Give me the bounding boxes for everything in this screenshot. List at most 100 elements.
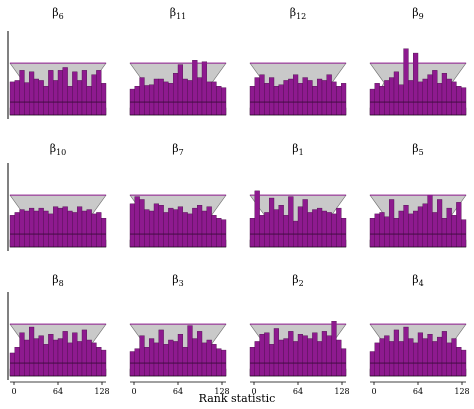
bar	[307, 212, 313, 248]
bar	[29, 326, 35, 377]
bar	[43, 85, 49, 116]
bar	[86, 339, 92, 377]
bar	[53, 80, 59, 116]
bar	[177, 334, 184, 377]
bar	[254, 77, 260, 116]
bar	[48, 213, 54, 248]
bar	[153, 203, 160, 248]
bar	[422, 78, 428, 116]
bar	[96, 347, 102, 377]
bar	[48, 334, 54, 377]
bar	[196, 331, 203, 377]
bar	[53, 206, 59, 248]
bar	[283, 80, 289, 116]
bar	[441, 73, 448, 116]
bar	[163, 344, 169, 377]
bar	[206, 339, 212, 377]
bar	[278, 205, 284, 248]
panel-title: β7	[172, 142, 183, 157]
bar	[158, 205, 164, 248]
bar	[417, 206, 424, 248]
bar	[177, 64, 184, 116]
bar	[100, 217, 107, 248]
bar	[134, 348, 140, 377]
bar	[249, 347, 256, 377]
bar	[182, 212, 188, 248]
bar	[312, 332, 318, 377]
bar	[417, 332, 424, 377]
x-tick-label: 0	[11, 387, 16, 396]
bar	[76, 80, 83, 116]
bar	[129, 351, 136, 377]
bar	[192, 60, 198, 116]
bar	[148, 210, 155, 248]
bar	[259, 74, 265, 116]
bar	[317, 341, 323, 377]
bar	[456, 85, 462, 116]
bar	[302, 77, 308, 116]
bar	[53, 339, 59, 377]
bar	[201, 342, 208, 377]
bar	[139, 335, 145, 377]
bar	[211, 81, 217, 116]
bar	[19, 209, 25, 248]
bar	[192, 207, 198, 248]
bar	[273, 85, 280, 116]
bar	[100, 83, 107, 116]
bar	[86, 209, 92, 248]
bar	[451, 215, 457, 248]
bar	[249, 85, 256, 116]
bar	[413, 210, 419, 248]
bar	[14, 347, 20, 377]
bar	[403, 48, 409, 116]
bar	[220, 219, 227, 248]
panel-title: β6	[52, 6, 63, 21]
bar	[307, 80, 313, 116]
bar	[19, 332, 25, 377]
bar	[177, 206, 184, 248]
bar	[38, 335, 44, 377]
bar	[437, 336, 443, 377]
bar	[48, 70, 54, 116]
x-tick-label: 64	[293, 387, 303, 396]
bar	[196, 205, 203, 248]
bar	[38, 80, 44, 116]
panel-5: β10	[7, 142, 107, 251]
bar	[384, 335, 390, 377]
bar	[437, 83, 443, 116]
bar	[451, 81, 457, 116]
bar	[273, 328, 280, 377]
bar	[379, 212, 385, 248]
bar	[91, 74, 97, 116]
x-tick-label: 0	[251, 387, 256, 396]
bar	[67, 85, 73, 116]
bar	[259, 334, 265, 377]
bar	[38, 207, 44, 248]
panel-8: β5	[369, 142, 467, 248]
bar	[288, 196, 294, 248]
x-tick-label: 128	[454, 387, 469, 396]
bar	[288, 331, 294, 377]
panel-12: β4 0 64 128	[369, 273, 470, 396]
bar	[9, 215, 16, 248]
bar	[134, 196, 140, 248]
panel-title: β2	[292, 273, 303, 288]
bar	[158, 78, 164, 116]
panel-3: β12	[249, 6, 347, 116]
bar	[398, 341, 404, 377]
bar	[168, 339, 174, 377]
bar	[201, 61, 208, 116]
bar	[187, 213, 193, 248]
bar	[413, 342, 419, 377]
bar	[393, 217, 400, 248]
bar	[456, 347, 462, 377]
bar	[278, 339, 284, 377]
bar	[393, 329, 400, 377]
bar	[321, 331, 328, 377]
bar	[326, 74, 332, 116]
bar	[29, 207, 35, 248]
bar	[269, 77, 275, 116]
bar	[446, 78, 452, 116]
panel-title: β4	[412, 273, 423, 288]
